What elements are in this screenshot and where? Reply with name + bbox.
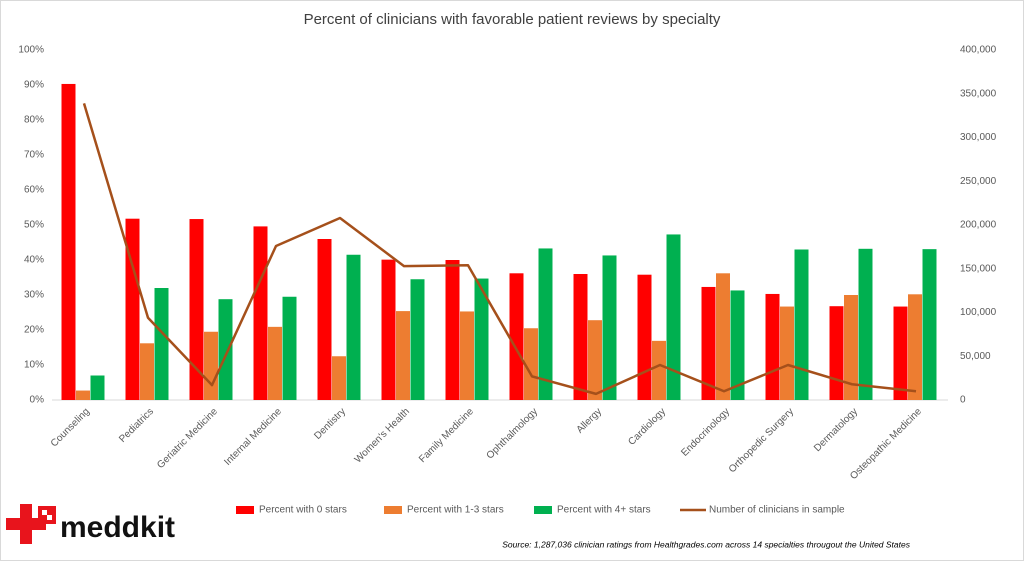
legend-label: Number of clinicians in sample — [709, 505, 845, 516]
bar — [61, 83, 76, 400]
logo-icon — [6, 504, 56, 544]
y-tick-label: 20% — [24, 325, 44, 336]
bar — [716, 273, 730, 400]
y2-tick-label: 50,000 — [960, 351, 991, 362]
bar — [765, 293, 780, 400]
bar — [844, 295, 858, 400]
bar — [204, 331, 218, 400]
bar — [317, 239, 332, 400]
y-tick-label: 90% — [24, 80, 44, 91]
bar — [396, 311, 410, 400]
y-tick-label: 0% — [30, 395, 45, 406]
y-tick-label: 40% — [24, 255, 44, 266]
line — [82, 103, 917, 396]
y2-tick-label: 400,000 — [960, 45, 997, 56]
bar — [140, 343, 154, 400]
logo-text: meddkit — [60, 511, 175, 544]
y2-tick-label: 0 — [960, 395, 966, 406]
bar — [189, 219, 204, 400]
legend-swatch — [236, 506, 254, 514]
y2-tick-label: 350,000 — [960, 88, 997, 99]
y-tick-label: 70% — [24, 150, 44, 161]
y2-tick-label: 150,000 — [960, 263, 997, 274]
bar — [666, 234, 681, 400]
legend-swatch — [384, 506, 402, 514]
bar — [922, 249, 937, 400]
bar — [794, 249, 809, 400]
bar — [602, 255, 617, 400]
chart-title: Percent of clinicians with favorable pat… — [304, 11, 721, 28]
source-note: Source: 1,287,036 clinician ratings from… — [502, 539, 911, 549]
legend-label: Percent with 1-3 stars — [407, 505, 504, 516]
y-tick-label: 10% — [24, 360, 44, 371]
bar — [410, 279, 425, 400]
bar — [509, 273, 524, 400]
bar — [460, 311, 474, 400]
y2-tick-label: 300,000 — [960, 132, 997, 143]
bar — [538, 248, 553, 400]
y-tick-label: 100% — [18, 45, 44, 56]
bar — [253, 226, 268, 400]
y-tick-label: 30% — [24, 290, 44, 301]
y2-tick-label: 250,000 — [960, 176, 997, 187]
bar — [637, 274, 652, 400]
legend-label: Percent with 4+ stars — [557, 505, 651, 516]
bar — [282, 296, 297, 400]
bar — [346, 254, 361, 400]
bar — [780, 306, 794, 400]
bar — [573, 274, 588, 400]
bar — [381, 259, 396, 400]
y2-tick-label: 100,000 — [960, 307, 997, 318]
bar — [154, 288, 169, 400]
bar — [332, 356, 346, 400]
bar — [908, 294, 922, 400]
bar — [588, 320, 602, 400]
y-tick-label: 80% — [24, 115, 44, 126]
bar — [524, 328, 538, 400]
bar — [474, 278, 489, 400]
bar — [268, 326, 282, 400]
y2-tick-label: 200,000 — [960, 220, 997, 231]
y-tick-label: 50% — [24, 220, 44, 231]
bar — [90, 375, 105, 400]
y-tick-label: 60% — [24, 185, 44, 196]
legend-label: Percent with 0 stars — [259, 505, 347, 516]
bar — [445, 260, 460, 400]
bar — [76, 390, 90, 400]
bar — [652, 340, 666, 400]
bar — [701, 286, 716, 400]
bar — [829, 306, 844, 400]
bar — [893, 306, 908, 400]
bar — [858, 248, 873, 400]
bar — [730, 290, 745, 400]
bar — [125, 218, 140, 400]
bar — [218, 299, 233, 400]
legend-swatch — [534, 506, 552, 514]
